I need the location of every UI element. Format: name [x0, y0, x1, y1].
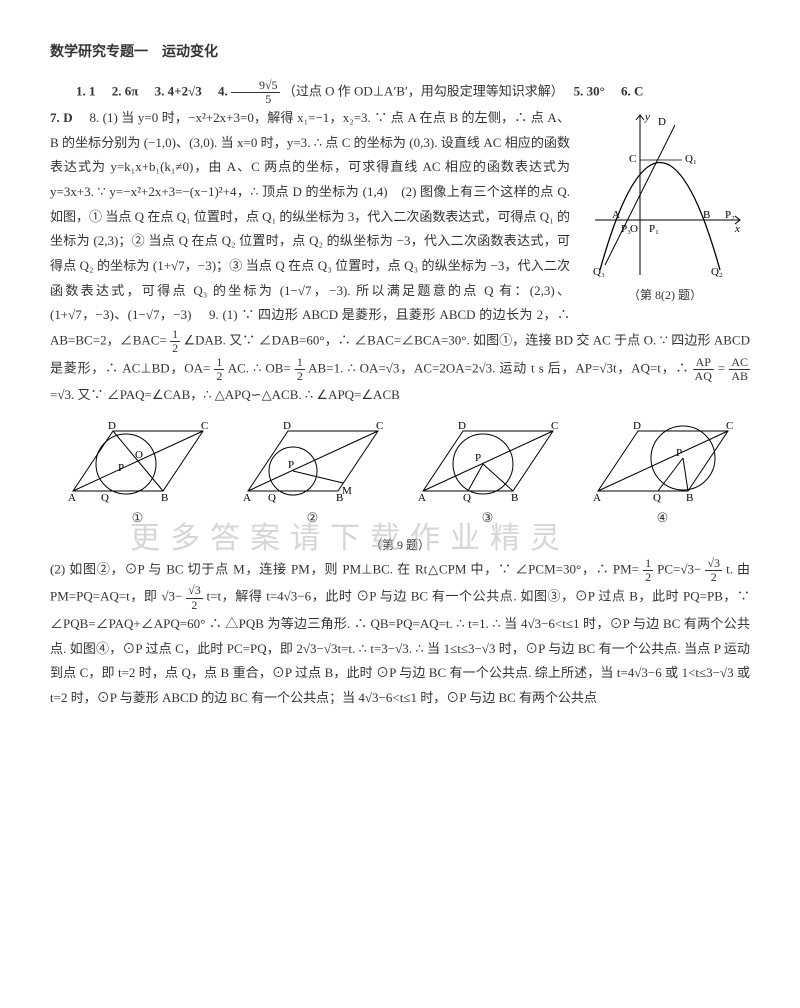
svg-text:P: P [118, 462, 124, 474]
svg-text:Q: Q [268, 492, 276, 504]
svg-text:A: A [68, 492, 76, 504]
figure-9-1: A Q B C D P O ① [50, 416, 225, 531]
figure-8-2-caption: （第 8(2) 题） [580, 284, 750, 307]
ans-7: 7. D [50, 110, 73, 125]
ans-1: 1. 1 [76, 83, 96, 98]
problem-9-1e: = [718, 360, 725, 375]
svg-text:B: B [511, 492, 518, 504]
svg-text:Q₃: Q₃ [593, 266, 605, 278]
ans-4-note: （过点 O 作 OD⊥A′B′，用勾股定理等知识求解） [283, 83, 558, 98]
svg-text:P₃: P₃ [621, 223, 631, 235]
ans-4-num: 9√5 [231, 79, 280, 93]
svg-text:Q: Q [653, 492, 661, 504]
svg-text:P: P [676, 447, 682, 459]
problem-9-1c: AC. ∴ OB= [228, 360, 291, 375]
problem-9-2: (2) 如图②，⊙P 与 BC 切于点 M，连接 PM，则 PM⊥BC. 在 R… [50, 557, 750, 711]
frac-r3-2a: √32 [705, 557, 722, 584]
svg-text:C: C [726, 420, 733, 432]
fig-label-1: ① [50, 506, 225, 531]
frac-half-1: 12 [170, 328, 180, 355]
svg-text:P₂: P₂ [725, 209, 735, 221]
svg-text:C: C [201, 420, 208, 432]
ans-3: 3. 4+2√3 [155, 83, 202, 98]
ans-4-den: 5 [231, 93, 280, 106]
frac-r3-2b: √32 [186, 584, 203, 611]
short-answers-line1: 1. 1 2. 6π 3. 4+2√3 4. 9√5 5 （过点 O 作 OD⊥… [50, 79, 750, 106]
svg-text:D: D [458, 420, 466, 432]
fig-label-3: ③ [400, 506, 575, 531]
ans-2: 2. 6π [112, 83, 139, 98]
svg-text:P₁: P₁ [649, 223, 659, 235]
frac-half-4: 12 [643, 557, 653, 584]
svg-text:D: D [658, 116, 666, 128]
svg-text:C: C [551, 420, 558, 432]
svg-text:Q: Q [463, 492, 471, 504]
figure-9-3: A Q B C D P ③ [400, 416, 575, 531]
svg-text:Q: Q [101, 492, 109, 504]
figure-8-2: x y O D C Q₁ A P₃ P₁ B P₂ Q₃ Q₂ （第 8(2) … [580, 110, 750, 307]
svg-text:P: P [475, 452, 481, 464]
problem-8-text: 8. (1) 当 y=0 时，−x²+2x+3=0，解得 x₁=−1，x₂=3.… [50, 110, 570, 323]
figure-9-2: A Q B C D P M ② [225, 416, 400, 531]
figure-9-caption: （第 9 题） [50, 534, 750, 557]
svg-text:O: O [135, 449, 143, 461]
svg-text:C: C [376, 420, 383, 432]
svg-text:A: A [243, 492, 251, 504]
section-title: 数学研究专题一 运动变化 [50, 40, 750, 67]
svg-text:Q₂: Q₂ [711, 266, 723, 278]
svg-text:M: M [342, 485, 352, 497]
parabola-diagram: x y O D C Q₁ A P₃ P₁ B P₂ Q₃ Q₂ [585, 110, 745, 280]
svg-text:D: D [283, 420, 291, 432]
svg-text:B: B [686, 492, 693, 504]
frac-half-2: 12 [214, 356, 224, 383]
svg-text:B: B [161, 492, 168, 504]
problem-9-2d: t=t，解得 t=4√3−6，此时 ⊙P 与边 BC 有一个公共点. 如图③，⊙… [50, 589, 750, 705]
figure-9-4: A Q B C D P ④ [575, 416, 750, 531]
figure-9-row: A Q B C D P O ① A Q B C D P M ② [50, 416, 750, 531]
frac-apaq: APAQ [693, 356, 714, 383]
svg-text:B: B [703, 209, 710, 221]
fig-label-2: ② [225, 506, 400, 531]
ans-4-frac: 9√5 5 [231, 79, 280, 106]
problem-9-1f: =√3. 又∵ ∠PAQ=∠CAB，∴ △APQ∽△ACB. ∴ ∠APQ=∠A… [50, 387, 400, 402]
ans-5: 5. 30° [574, 83, 605, 98]
svg-text:y: y [644, 111, 650, 123]
svg-text:A: A [418, 492, 426, 504]
svg-text:D: D [633, 420, 641, 432]
svg-text:C: C [629, 153, 636, 165]
svg-text:P: P [288, 459, 294, 471]
frac-acab: ACAB [729, 356, 750, 383]
svg-text:O: O [630, 223, 638, 235]
frac-half-3: 12 [295, 356, 305, 383]
problem-9-2b: PC=√3− [657, 562, 701, 577]
svg-text:Q₁: Q₁ [685, 153, 697, 165]
ans-6: 6. C [621, 83, 643, 98]
svg-text:D: D [108, 420, 116, 432]
problem-9-2a: (2) 如图②，⊙P 与 BC 切于点 M，连接 PM，则 PM⊥BC. 在 R… [50, 562, 639, 577]
svg-text:A: A [593, 492, 601, 504]
fig-label-4: ④ [575, 506, 750, 531]
ans-4-pre: 4. [218, 83, 231, 98]
svg-text:x: x [734, 223, 740, 235]
svg-text:A: A [612, 209, 620, 221]
problem-9-1d: AB=1. ∴ OA=√3，AC=2OA=2√3. 运动 t s 后，AP=√3… [308, 360, 692, 375]
